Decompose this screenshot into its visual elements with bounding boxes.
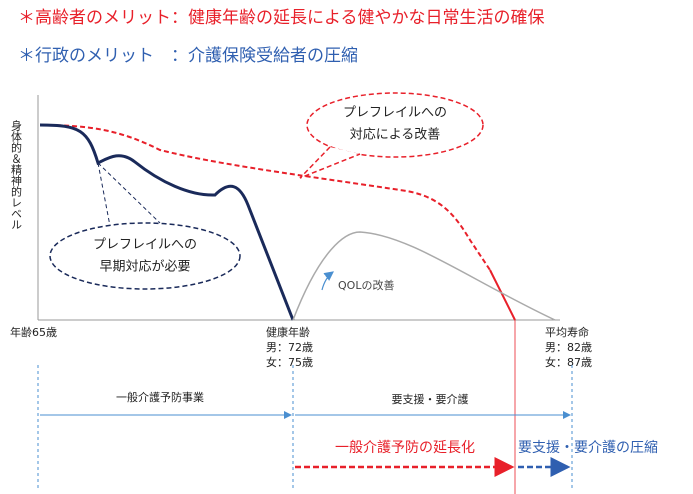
callout-pointer [97, 162, 111, 227]
bottom-label: 要支援・要介護の圧縮 [518, 440, 658, 456]
improved-curve-end [489, 269, 516, 321]
callout [306, 92, 484, 158]
header-line: ＊高齢者のメリット：健康年齢の延長による健やかな日常生活の確保 [18, 8, 545, 28]
x-label: 女：75歳 [266, 355, 313, 369]
qol-arrow [321, 271, 334, 291]
callout-text: 対応による改善 [350, 127, 441, 143]
x-label: 健康年齢 [266, 325, 310, 339]
y-axis-label: 身体的＆精神的レベル [10, 119, 23, 230]
qol-curve [292, 231, 556, 321]
period-label: 要支援・要介護 [392, 392, 469, 406]
x-label: 男：72歳 [266, 341, 313, 354]
improved-curve [39, 124, 491, 271]
x-label: 平均寿命 [545, 325, 589, 339]
x-label: 男：82歳 [545, 341, 592, 354]
qol-label: QOLの改善 [338, 278, 394, 292]
callout [49, 222, 241, 290]
callout-pointer [299, 146, 361, 179]
callout-text: 早期対応が必要 [99, 260, 190, 275]
header-line: ＊行政のメリット ：介護保険受給者の圧縮 [18, 46, 358, 66]
period-label: 一般介護予防事業 [116, 390, 204, 404]
bottom-label: 一般介護予防の延長化 [335, 440, 475, 456]
callout-pointer [97, 162, 161, 224]
decline-curve [39, 123, 295, 321]
callout-text: プレフレイルへの [93, 238, 197, 253]
x-label: 年齢65歳 [10, 325, 57, 339]
callout-text: プレフレイルへの [343, 106, 447, 121]
x-label: 女：87歳 [545, 355, 592, 369]
